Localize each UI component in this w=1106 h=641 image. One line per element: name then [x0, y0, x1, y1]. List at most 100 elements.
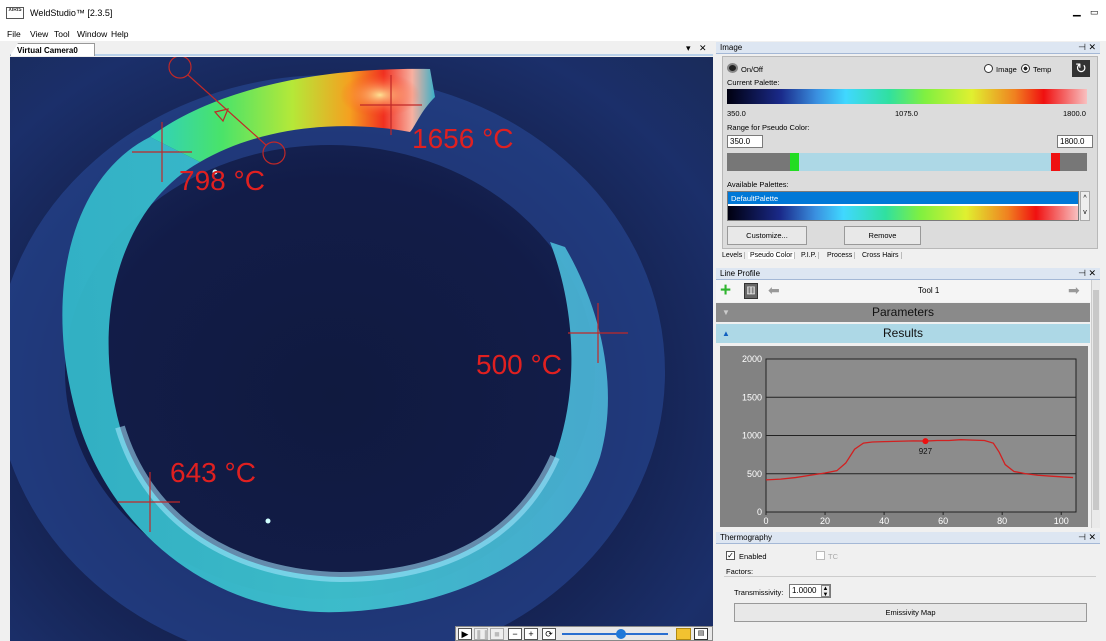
x-tick-label: 60	[938, 516, 948, 526]
customize-button[interactable]: Customize...	[727, 226, 807, 245]
range-max-handle[interactable]	[1051, 153, 1060, 171]
image-panel: On/Off Image Temp ↻ Current Palette: 350…	[722, 56, 1098, 249]
tc-checkbox[interactable]	[816, 551, 825, 560]
zoom-out-icon[interactable]: −	[508, 628, 522, 640]
radio-image[interactable]	[984, 64, 993, 73]
tab-pip[interactable]: P.I.P.	[799, 252, 820, 259]
arrow-right-icon[interactable]: ➡	[1068, 282, 1080, 298]
film-icon[interactable]: ▤	[694, 628, 708, 640]
palette-tick-max: 1800.0	[1063, 109, 1086, 118]
play-icon[interactable]: ▶	[458, 628, 472, 640]
transmissivity-input[interactable]: 1.0000	[789, 584, 831, 598]
palette-item-default[interactable]: DefaultPalette	[728, 192, 1078, 204]
app-logo: XIRIS	[6, 7, 24, 19]
y-tick-label: 1500	[742, 392, 762, 402]
range-label: Range for Pseudo Color:	[727, 123, 810, 132]
transmissivity-label: Transmissivity:	[734, 588, 784, 597]
factors-label: Factors:	[726, 567, 754, 576]
x-tick-label: 80	[997, 516, 1007, 526]
parameters-section[interactable]: ▼ Parameters	[716, 303, 1090, 322]
tab-virtual-camera[interactable]: Virtual Camera0	[10, 43, 95, 56]
close-icon[interactable]: ✕	[699, 43, 707, 53]
stop-icon[interactable]: ■	[490, 628, 504, 640]
line-profile-scrollbar[interactable]	[1091, 280, 1100, 528]
factors-divider	[724, 576, 1096, 578]
chevron-down-icon[interactable]: ▾	[686, 43, 691, 53]
profile-line	[765, 439, 1074, 481]
thermal-image	[10, 57, 665, 641]
thermography-panel: ✓ Enabled TC Factors: Transmissivity: 1.…	[716, 545, 1100, 641]
parameters-label: Parameters	[871, 305, 935, 319]
chart-svg: 0 500 1000 1500 2000 0 20 40 60 80 100 927	[742, 354, 1077, 526]
spin-icon[interactable]: ▲ ▼	[821, 585, 830, 598]
palette-tick-min: 350.0	[727, 109, 746, 118]
current-palette-bar	[727, 89, 1087, 104]
trash-icon[interactable]: ▥	[744, 283, 758, 299]
thermography-header: Thermography ⊣ ✕	[716, 532, 1100, 544]
folder-icon[interactable]	[676, 628, 691, 640]
thermography-title: Thermography	[720, 533, 773, 542]
radio-temp[interactable]	[1021, 64, 1030, 73]
results-label: Results	[882, 326, 923, 340]
menu-file[interactable]: File	[7, 29, 21, 39]
menu-window[interactable]: Window	[77, 29, 108, 39]
temp-label-1656: 1656 °C	[412, 123, 514, 154]
temp-label-798: 798 °C	[179, 165, 265, 196]
temp-label-500: 500 °C	[476, 349, 562, 380]
radio-temp-label: Temp	[1033, 65, 1052, 74]
palette-tick-mid: 1075.0	[895, 109, 918, 118]
collapse-arrow-icon: ▼	[722, 308, 730, 317]
radio-image-label: Image	[996, 65, 1017, 74]
camera-tab-strip: Virtual Camera0 ▾ ✕	[10, 42, 713, 56]
arrow-left-icon[interactable]: ⬅	[768, 282, 780, 298]
menu-help[interactable]: Help	[111, 29, 129, 39]
refresh-icon[interactable]: ⟳	[542, 628, 556, 640]
enabled-checkbox[interactable]: ✓	[726, 551, 735, 560]
temp-label-643: 643 °C	[170, 457, 256, 488]
y-tick-label: 2000	[742, 354, 762, 364]
camera-icon[interactable]	[727, 63, 738, 73]
tab-levels[interactable]: Levels	[720, 252, 746, 259]
y-tick-label: 0	[757, 507, 762, 517]
available-palettes-label: Available Palettes:	[727, 180, 789, 189]
palette-list[interactable]: DefaultPalette	[727, 191, 1079, 221]
camera-view[interactable]: 1656 °C 798 °C 500 °C 643 °C	[10, 57, 713, 641]
maximize-button[interactable]: ▭	[1090, 7, 1099, 17]
emissivity-map-button[interactable]: Emissivity Map	[734, 603, 1087, 622]
y-tick-label: 500	[747, 469, 762, 479]
add-tool-icon[interactable]: +	[720, 280, 732, 301]
x-tick-label: 40	[879, 516, 889, 526]
results-section[interactable]: ▲ Results	[716, 324, 1090, 343]
menu-view[interactable]: View	[30, 29, 49, 39]
range-max-input[interactable]: 1800.0	[1057, 135, 1093, 148]
title-bar: XIRIS WeldStudio™ [2.3.5] ▁ ▭	[0, 0, 1106, 26]
palette-list-scrollbar[interactable]: ^ v	[1080, 191, 1090, 221]
range-fill	[795, 153, 1053, 171]
reset-icon[interactable]: ↻	[1072, 60, 1090, 77]
tool-name: Tool 1	[918, 286, 940, 295]
pin-close-icon[interactable]: ⊣ ✕	[1078, 42, 1096, 52]
menu-bar: File View Tool Window Help	[0, 26, 1106, 41]
menu-tool[interactable]: Tool	[54, 29, 70, 39]
palette-item-preview	[728, 206, 1078, 220]
playback-slider[interactable]	[562, 633, 668, 635]
pin-close-icon[interactable]: ⊣ ✕	[1078, 268, 1096, 278]
pin-close-icon[interactable]: ⊣ ✕	[1078, 532, 1096, 542]
x-tick-label: 100	[1054, 516, 1069, 526]
playback-bar: ▶ ❚❚ ■ − + ⟳ ▤	[455, 626, 713, 641]
x-tick-label: 0	[763, 516, 768, 526]
app-title: WeldStudio™ [2.3.5]	[30, 8, 113, 18]
range-min-input[interactable]: 350.0	[727, 135, 763, 148]
minimize-button[interactable]: ▁	[1073, 6, 1081, 17]
remove-button[interactable]: Remove	[844, 226, 921, 245]
expand-arrow-icon: ▲	[722, 329, 730, 338]
scrollbar-thumb[interactable]	[1093, 290, 1099, 510]
pause-icon[interactable]: ❚❚	[474, 628, 491, 640]
range-min-handle[interactable]	[790, 153, 799, 171]
x-tick-label: 20	[820, 516, 830, 526]
tab-cross-hairs[interactable]: Cross Hairs	[860, 252, 902, 259]
tab-pseudo-color[interactable]: Pseudo Color	[748, 252, 796, 259]
zoom-in-icon[interactable]: +	[524, 628, 538, 640]
slider-thumb[interactable]	[616, 629, 626, 639]
tab-process[interactable]: Process	[825, 252, 856, 259]
